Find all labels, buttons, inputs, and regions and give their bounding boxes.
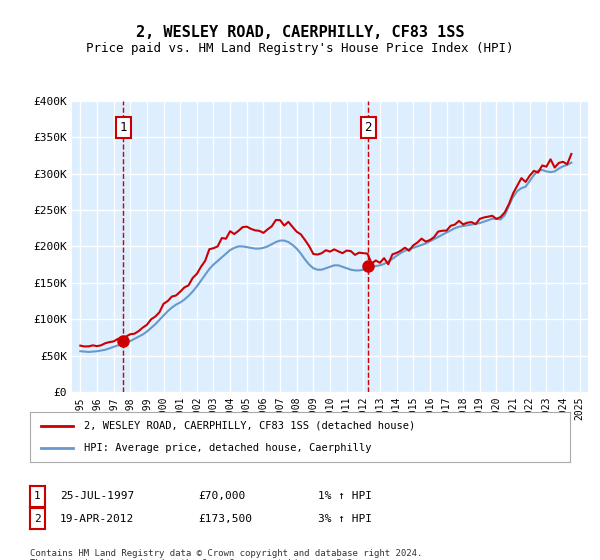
Text: £173,500: £173,500 xyxy=(198,514,252,524)
Text: £70,000: £70,000 xyxy=(198,491,245,501)
Text: Price paid vs. HM Land Registry's House Price Index (HPI): Price paid vs. HM Land Registry's House … xyxy=(86,42,514,55)
Text: 1: 1 xyxy=(34,491,41,501)
Text: 2: 2 xyxy=(365,121,372,134)
Text: 3% ↑ HPI: 3% ↑ HPI xyxy=(318,514,372,524)
Text: 19-APR-2012: 19-APR-2012 xyxy=(60,514,134,524)
Text: 2, WESLEY ROAD, CAERPHILLY, CF83 1SS (detached house): 2, WESLEY ROAD, CAERPHILLY, CF83 1SS (de… xyxy=(84,421,415,431)
Text: HPI: Average price, detached house, Caerphilly: HPI: Average price, detached house, Caer… xyxy=(84,443,371,453)
Text: Contains HM Land Registry data © Crown copyright and database right 2024.
This d: Contains HM Land Registry data © Crown c… xyxy=(30,549,422,560)
Text: 2: 2 xyxy=(34,514,41,524)
Text: 1: 1 xyxy=(119,121,127,134)
Text: 1% ↑ HPI: 1% ↑ HPI xyxy=(318,491,372,501)
Text: 25-JUL-1997: 25-JUL-1997 xyxy=(60,491,134,501)
Text: 2, WESLEY ROAD, CAERPHILLY, CF83 1SS: 2, WESLEY ROAD, CAERPHILLY, CF83 1SS xyxy=(136,25,464,40)
